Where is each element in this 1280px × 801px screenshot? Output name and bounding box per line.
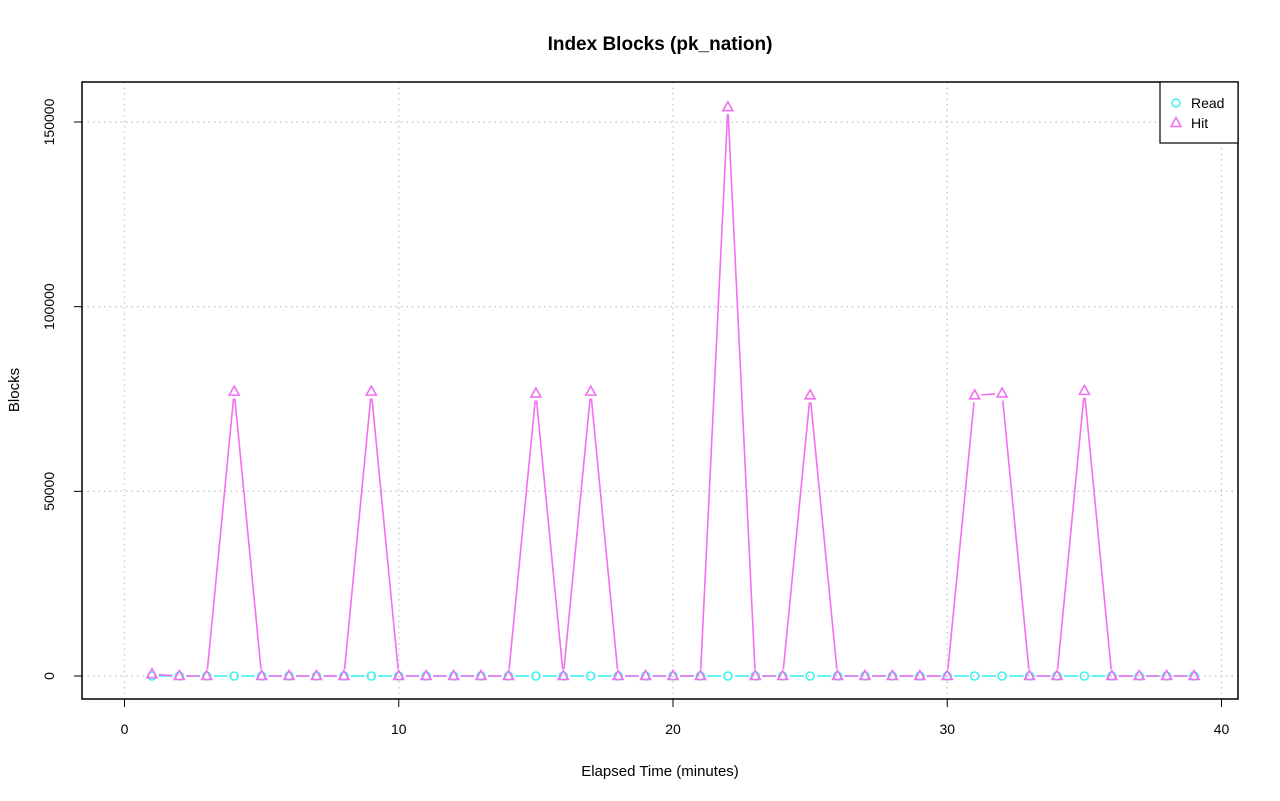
series-segment — [1056, 397, 1085, 670]
legend-label: Hit — [1191, 115, 1208, 131]
legend-marker — [1171, 98, 1181, 108]
data-point — [1023, 668, 1036, 681]
data-point — [584, 384, 598, 396]
axes: 0 10 20 30 40 0 50000 100000 150000 — [41, 98, 1229, 737]
series-segment — [782, 402, 811, 670]
data-point — [145, 667, 159, 679]
data-point — [255, 668, 268, 681]
data-point — [474, 668, 488, 681]
y-tick-label: 0 — [41, 672, 57, 680]
series-segment — [158, 673, 173, 677]
data-point — [337, 668, 351, 681]
series-segment — [371, 398, 399, 670]
data-point — [419, 668, 433, 681]
series-segment — [947, 402, 975, 670]
data-point — [1160, 668, 1174, 681]
data-point — [585, 671, 596, 681]
series-segment — [535, 400, 564, 670]
data-point — [940, 668, 954, 681]
data-point — [721, 100, 735, 112]
data-point — [447, 668, 460, 681]
x-tick-label: 0 — [121, 721, 129, 737]
data-point — [666, 668, 680, 681]
series-segment — [1001, 400, 1030, 670]
series-segment — [810, 402, 838, 670]
data-point — [1078, 383, 1091, 396]
data-point — [529, 386, 543, 398]
data-point — [611, 668, 625, 681]
data-point — [886, 668, 899, 681]
data-point — [969, 671, 980, 681]
x-tick-label: 10 — [391, 721, 407, 737]
data-point — [282, 668, 296, 681]
data-point — [968, 388, 982, 400]
data-point — [229, 671, 239, 681]
data-point — [531, 671, 541, 681]
series-segment — [727, 114, 756, 670]
data-point — [502, 668, 515, 681]
data-point — [995, 386, 1009, 398]
x-tick-label: 40 — [1214, 721, 1230, 737]
data-point — [1050, 668, 1064, 681]
series-layer — [145, 100, 1201, 681]
legend-box — [1159, 81, 1239, 144]
data-point — [776, 668, 790, 681]
data-point — [172, 668, 186, 681]
x-tick-label: 30 — [939, 721, 955, 737]
y-tick-label: 100000 — [41, 283, 57, 330]
plot-frame — [81, 81, 1239, 700]
series-segment — [343, 398, 372, 670]
data-point — [366, 671, 377, 681]
legend-marker — [1169, 115, 1183, 128]
series-segment — [206, 398, 235, 670]
data-point — [997, 671, 1007, 681]
data-point — [556, 668, 570, 681]
y-axis-label: Blocks — [6, 368, 23, 412]
y-tick-label: 150000 — [41, 98, 57, 145]
data-point — [831, 668, 844, 681]
data-point — [1132, 668, 1146, 681]
legend-label: Read — [1191, 95, 1224, 111]
series-segment — [563, 398, 591, 670]
x-axis-label: Elapsed Time (minutes) — [581, 763, 739, 780]
series-segment — [1084, 397, 1112, 670]
data-point — [364, 384, 378, 396]
data-point — [1105, 668, 1119, 681]
series-segment — [981, 393, 996, 396]
series-segment — [590, 398, 619, 670]
data-point — [1187, 668, 1201, 681]
series-hit — [145, 100, 1201, 681]
data-point — [805, 671, 815, 681]
data-point — [803, 388, 817, 400]
data-point — [639, 668, 652, 681]
data-point — [723, 671, 733, 681]
data-point — [858, 668, 872, 681]
data-point — [392, 668, 406, 681]
data-point — [310, 668, 323, 681]
data-point — [200, 668, 214, 681]
series-segment — [699, 114, 729, 670]
chart-title: Index Blocks (pk_nation) — [548, 34, 773, 55]
data-point — [1079, 671, 1090, 681]
x-tick-label: 20 — [665, 721, 681, 737]
data-point — [694, 668, 707, 681]
legend: Read Hit — [1159, 81, 1239, 144]
series-segment — [234, 398, 262, 670]
y-tick-label: 50000 — [41, 472, 57, 511]
data-point — [913, 668, 927, 681]
series-segment — [508, 400, 536, 670]
data-point — [227, 384, 241, 396]
data-point — [748, 668, 762, 681]
